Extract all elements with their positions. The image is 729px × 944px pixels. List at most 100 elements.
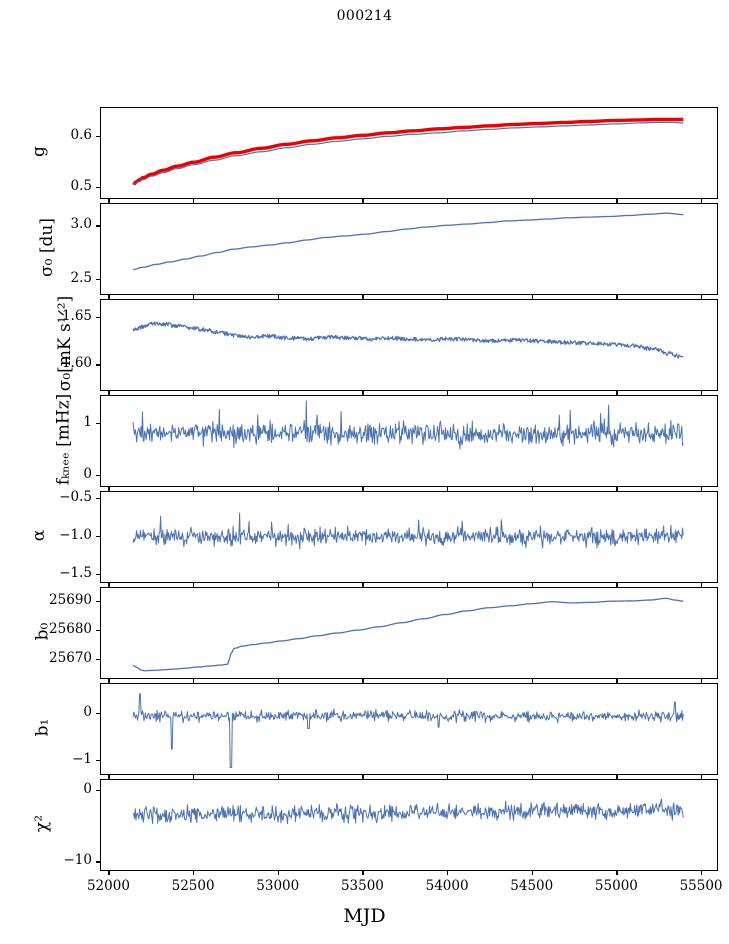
- x-tick-mark: [362, 871, 364, 875]
- panel-b1: [100, 683, 718, 775]
- panel-b0: [100, 587, 718, 679]
- y-tick-mark: [96, 790, 100, 792]
- x-tick-mark: [193, 295, 195, 299]
- x-tick-label: 54500: [510, 878, 554, 894]
- y-tick-label-fknee: 0: [83, 465, 92, 482]
- x-tick-mark: [701, 679, 703, 683]
- series-b1-line: [133, 694, 683, 768]
- x-tick-mark: [701, 583, 703, 587]
- y-tick-label-sigma0-mk: 1.60: [61, 355, 92, 372]
- panel-plot-area-chi2: [101, 780, 717, 870]
- series-sigma0-du-line: [133, 213, 683, 269]
- series-chi2-line: [133, 799, 683, 824]
- x-tick-mark: [108, 295, 110, 299]
- x-tick-mark: [531, 775, 533, 779]
- x-tick-mark: [531, 295, 533, 299]
- x-tick-mark: [531, 871, 533, 875]
- x-tick-mark: [616, 679, 618, 683]
- y-tick-label-fknee: 1: [83, 413, 92, 430]
- x-tick-mark: [701, 199, 703, 203]
- panel-sigma0-mk: [100, 299, 718, 391]
- x-tick-label: 54000: [425, 878, 469, 894]
- x-tick-mark: [362, 487, 364, 491]
- x-tick-mark: [447, 487, 449, 491]
- x-tick-mark: [108, 487, 110, 491]
- panel-plot-area-gain: [101, 108, 717, 198]
- y-axis-label-sigma0-mk: σ₀[mK s¹ᐟ²]: [55, 295, 76, 392]
- x-tick-label: 52000: [86, 878, 130, 894]
- x-tick-mark: [616, 871, 618, 875]
- y-tick-mark: [96, 536, 100, 538]
- y-axis-label-b1: b₁: [32, 718, 53, 737]
- series-g-blue: [133, 122, 683, 184]
- x-tick-mark: [701, 391, 703, 395]
- x-axis-label: MJD: [343, 905, 386, 927]
- x-tick-mark: [362, 199, 364, 203]
- x-tick-mark: [193, 391, 195, 395]
- panel-plot-area-fknee: [101, 396, 717, 486]
- panel-gain: [100, 107, 718, 199]
- x-tick-mark: [108, 871, 110, 875]
- y-tick-label-alpha: −0.5: [59, 489, 92, 506]
- y-tick-label-sigma0-du: 3.0: [70, 216, 92, 233]
- x-tick-mark: [701, 775, 703, 779]
- panel-plot-area-sigma0-du: [101, 204, 717, 294]
- series-sigma0-mk-line: [133, 322, 683, 358]
- x-tick-label: 52500: [171, 878, 215, 894]
- y-tick-mark: [96, 474, 100, 476]
- figure-title: 000214: [336, 8, 393, 24]
- x-tick-mark: [701, 295, 703, 299]
- x-tick-mark: [193, 871, 195, 875]
- y-tick-mark: [96, 601, 100, 603]
- x-tick-mark: [108, 679, 110, 683]
- y-axis-label-alpha: α: [29, 529, 50, 542]
- x-tick-mark: [362, 679, 364, 683]
- y-tick-label-b1: −1: [72, 750, 92, 767]
- x-tick-mark: [193, 199, 195, 203]
- y-axis-label-fknee: fₖₙₑₑ [mHz]: [53, 393, 74, 486]
- x-tick-mark: [447, 199, 449, 203]
- y-tick-label-chi2: −10: [63, 852, 93, 869]
- y-tick-label-b1: 0: [83, 704, 92, 721]
- x-tick-mark: [531, 199, 533, 203]
- series-g-red: [133, 119, 683, 183]
- y-tick-mark: [96, 659, 100, 661]
- y-tick-label-alpha: −1.0: [59, 527, 92, 544]
- y-tick-mark: [96, 422, 100, 424]
- y-tick-label-chi2: 0: [83, 781, 92, 797]
- x-tick-mark: [362, 583, 364, 587]
- y-tick-mark: [96, 186, 100, 188]
- x-tick-mark: [277, 487, 279, 491]
- x-tick-mark: [362, 391, 364, 395]
- x-tick-label: 53000: [256, 878, 300, 894]
- y-tick-mark: [96, 630, 100, 632]
- y-tick-mark: [96, 317, 100, 319]
- panel-plot-area-b0: [101, 588, 717, 678]
- x-tick-mark: [277, 871, 279, 875]
- y-tick-label-sigma0-du: 2.5: [70, 270, 92, 286]
- x-tick-mark: [277, 583, 279, 587]
- x-tick-mark: [531, 487, 533, 491]
- x-tick-mark: [362, 295, 364, 299]
- x-tick-mark: [531, 583, 533, 587]
- x-tick-mark: [616, 775, 618, 779]
- y-tick-mark: [96, 279, 100, 281]
- x-tick-mark: [616, 487, 618, 491]
- panel-fknee: [100, 395, 718, 487]
- y-tick-label-b0: 25690: [49, 592, 92, 609]
- y-tick-mark: [96, 713, 100, 715]
- y-tick-mark: [96, 861, 100, 863]
- x-tick-mark: [277, 295, 279, 299]
- x-tick-mark: [193, 775, 195, 779]
- x-tick-mark: [616, 391, 618, 395]
- x-tick-mark: [531, 679, 533, 683]
- x-tick-mark: [447, 583, 449, 587]
- x-tick-mark: [447, 871, 449, 875]
- series-alpha-line: [133, 513, 683, 549]
- x-tick-mark: [447, 679, 449, 683]
- x-tick-mark: [193, 583, 195, 587]
- y-tick-label-alpha: −1.5: [59, 565, 92, 582]
- panel-sigma0-du: [100, 203, 718, 295]
- panel-chi2: [100, 779, 718, 871]
